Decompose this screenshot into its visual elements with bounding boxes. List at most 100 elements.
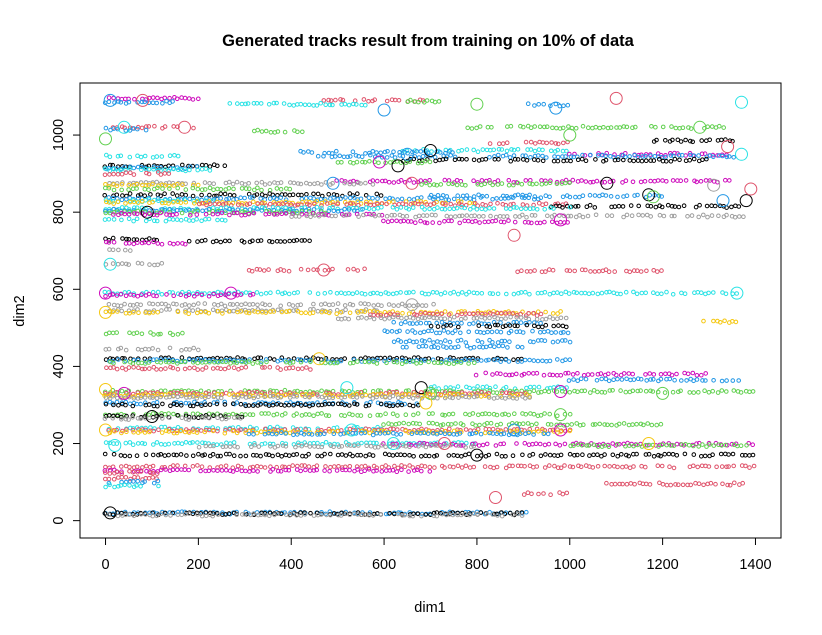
track-point [535,358,541,364]
track-point [405,329,410,334]
track-point [352,208,357,213]
track-point [140,199,145,204]
track-point [362,309,368,314]
track-point [639,290,645,296]
track-point [379,392,385,397]
track-15 [315,152,458,160]
track-point [231,365,237,371]
track-point [290,192,296,197]
track-point [368,199,373,205]
track-point [668,153,674,158]
track-point [660,178,665,183]
track-point [291,238,297,244]
track-point [103,125,109,131]
track-point [404,290,409,296]
track-point [496,147,502,152]
track-point [554,389,560,394]
track-point [119,308,124,314]
track-point [438,340,444,345]
track-point [134,181,140,187]
track-point [191,345,196,351]
track-point [194,393,200,399]
track-point [453,421,458,426]
track-point [463,316,468,321]
track-point [304,365,309,370]
track-point [480,384,486,390]
track-point [448,323,454,328]
track-point [111,212,116,217]
track-point [654,422,660,428]
track-point [254,389,260,395]
track-point [548,103,553,109]
track-point [162,442,168,447]
track-point [239,464,244,470]
track-point [557,126,563,131]
track-point [134,302,140,307]
track-point [111,365,116,370]
track-point [259,129,265,134]
track-16 [487,152,737,160]
track-point [154,100,159,106]
track-point [651,268,657,273]
track-point [654,137,659,143]
track-point [162,183,168,188]
track-77 [103,401,421,409]
track-point [334,468,340,473]
track-point [281,268,287,273]
track-point [560,205,565,210]
track-point [123,440,129,446]
track-point [119,124,125,129]
track-point [431,301,436,307]
track-point [227,392,232,397]
track-point [198,309,204,315]
track-point [479,206,485,212]
track-point [640,154,645,159]
track-point [443,156,449,162]
track-point [334,291,340,296]
track-point [567,390,573,395]
track-point [284,186,289,191]
track-point [158,210,163,216]
track-point [506,412,512,418]
track-point [284,309,289,315]
track-point [424,152,430,158]
track-point [314,204,320,210]
track-point [540,324,545,330]
track-point [346,316,352,322]
track-start-marker [377,103,391,117]
track-30 [428,192,665,200]
track-point [435,395,440,401]
track-point [655,178,661,183]
track-point [543,452,548,457]
track-point [747,465,752,470]
track-2 [405,97,442,105]
track-point [488,213,493,219]
track-point [647,371,653,376]
track-point [199,238,205,244]
track-point [183,199,189,205]
track-point [462,357,468,363]
track-point [390,453,396,458]
track-point [384,213,390,219]
track-point [190,97,196,102]
track-point [330,393,336,399]
track-point [563,177,569,183]
track-point [604,480,609,486]
track-point [556,141,561,147]
track-point [342,394,348,400]
track-point [110,359,116,364]
track-point [291,209,296,214]
track-point [704,156,709,162]
track-point [175,309,181,315]
track-point [200,367,205,372]
track-point [489,125,494,130]
track-point [559,386,565,391]
track-point [531,371,536,376]
track-point [384,201,389,207]
track-point [103,484,108,490]
track-point [343,392,348,397]
track-point [416,99,421,105]
track-point [479,178,485,183]
track-point [282,290,288,296]
track-point [447,426,452,432]
